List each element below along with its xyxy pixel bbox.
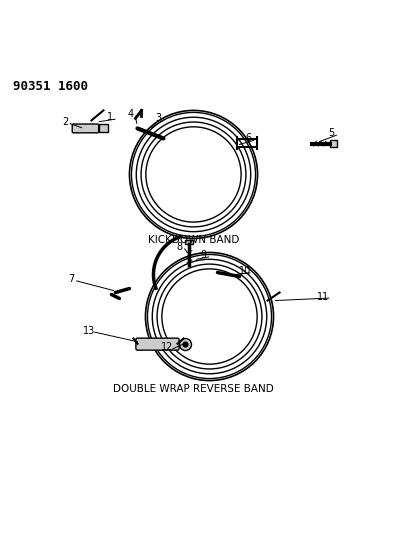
Text: 3: 3 <box>156 113 162 123</box>
Text: 12: 12 <box>161 342 174 352</box>
Text: 4: 4 <box>128 109 134 119</box>
Bar <box>330 140 337 147</box>
Text: KICKDOWN BAND: KICKDOWN BAND <box>148 236 239 246</box>
Text: 11: 11 <box>318 292 330 302</box>
Circle shape <box>183 342 188 347</box>
Text: 10: 10 <box>239 266 251 276</box>
Text: DOUBLE WRAP REVERSE BAND: DOUBLE WRAP REVERSE BAND <box>113 384 274 393</box>
Text: 13: 13 <box>83 326 96 336</box>
Circle shape <box>179 338 191 351</box>
FancyBboxPatch shape <box>136 338 179 350</box>
Bar <box>185 240 193 245</box>
Text: 7: 7 <box>68 274 75 284</box>
Bar <box>100 124 108 132</box>
Text: 2: 2 <box>62 117 69 127</box>
Text: 5: 5 <box>328 128 335 138</box>
Text: 90351 1600: 90351 1600 <box>13 80 88 93</box>
Text: 1: 1 <box>107 112 113 122</box>
FancyBboxPatch shape <box>72 124 99 133</box>
Text: 9: 9 <box>200 251 207 260</box>
Text: 8: 8 <box>177 243 183 252</box>
Text: 6: 6 <box>246 133 252 143</box>
